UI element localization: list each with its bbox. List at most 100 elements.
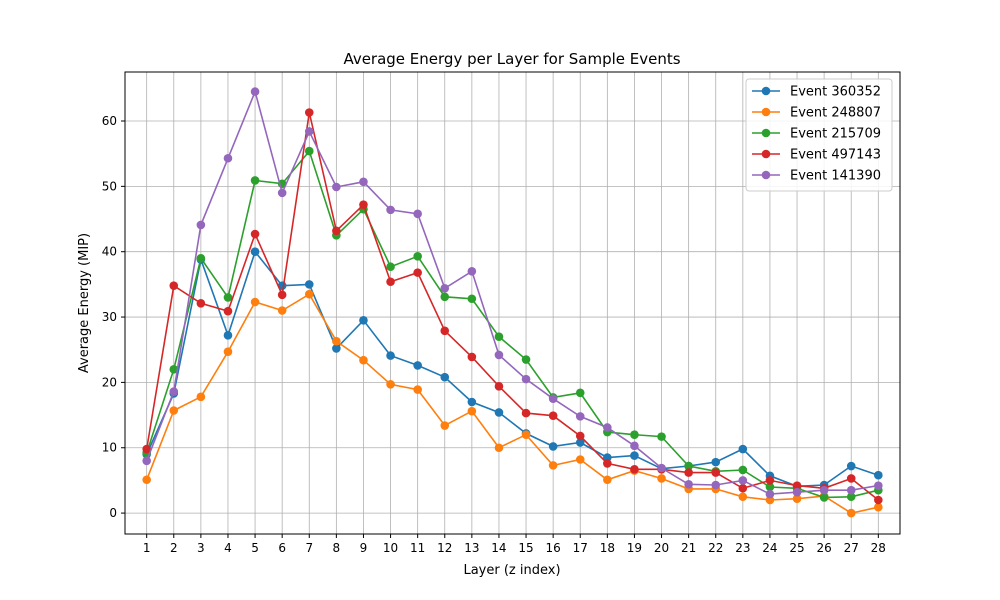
data-point xyxy=(467,294,477,304)
data-point xyxy=(277,306,287,315)
data-point xyxy=(250,87,260,96)
data-point xyxy=(874,470,883,480)
data-point xyxy=(521,374,531,384)
x-tick-label: 16 xyxy=(546,541,561,555)
series-line xyxy=(145,293,879,514)
data-point xyxy=(738,476,748,485)
series-2 xyxy=(142,289,883,518)
data-point xyxy=(359,355,368,365)
data-point xyxy=(413,361,422,370)
data-point xyxy=(738,483,748,493)
y-tick-label: 60 xyxy=(102,114,117,128)
data-point xyxy=(711,457,721,467)
x-tick-label: 18 xyxy=(600,541,615,555)
data-point xyxy=(359,177,368,187)
series-5 xyxy=(142,87,883,499)
legend-label: Event 360352 xyxy=(790,85,881,100)
legend-marker xyxy=(761,170,771,180)
data-point xyxy=(196,392,206,402)
data-point xyxy=(304,146,314,156)
data-point xyxy=(738,465,748,475)
data-point xyxy=(467,267,477,276)
legend-item: Event 141390 xyxy=(752,169,881,184)
data-point xyxy=(548,394,558,404)
data-point xyxy=(413,385,422,394)
data-point xyxy=(548,411,558,421)
data-point xyxy=(440,372,450,382)
series-3 xyxy=(142,146,883,502)
legend-box xyxy=(745,78,893,192)
x-tick-label: 11 xyxy=(410,541,425,555)
data-point xyxy=(657,432,666,441)
data-point xyxy=(494,408,504,417)
data-point xyxy=(223,347,233,356)
data-point xyxy=(250,229,260,239)
y-tick-label: 50 xyxy=(102,179,117,193)
data-point xyxy=(467,397,477,407)
data-point xyxy=(304,108,314,117)
data-point xyxy=(440,283,450,293)
legend-marker xyxy=(761,149,771,159)
data-point xyxy=(846,485,856,495)
data-point xyxy=(169,365,179,374)
legend-item: Event 215709 xyxy=(752,127,881,142)
data-point xyxy=(792,494,802,504)
data-point xyxy=(575,431,585,441)
legend-marker xyxy=(761,128,771,138)
data-point xyxy=(521,408,531,418)
data-point xyxy=(386,262,395,272)
data-point xyxy=(521,430,531,439)
x-tick-label: 21 xyxy=(681,541,696,555)
x-tick-label: 25 xyxy=(789,541,804,555)
data-point xyxy=(196,220,206,230)
data-point xyxy=(413,251,422,261)
data-point xyxy=(332,226,341,236)
data-point xyxy=(846,492,856,502)
series-1 xyxy=(142,247,883,491)
data-point xyxy=(386,351,395,360)
data-point xyxy=(359,200,368,209)
x-tick-label: 6 xyxy=(278,541,286,555)
data-point xyxy=(819,485,829,495)
data-point xyxy=(603,475,612,485)
data-point xyxy=(819,493,829,502)
data-point xyxy=(386,380,395,389)
data-point xyxy=(359,316,368,325)
data-point xyxy=(223,153,233,163)
data-point xyxy=(142,475,151,485)
data-point xyxy=(440,421,450,430)
data-point xyxy=(277,188,287,198)
legend-item: Event 360352 xyxy=(752,85,881,100)
data-point xyxy=(846,461,856,471)
data-point xyxy=(657,474,666,483)
data-point xyxy=(440,326,450,336)
data-point xyxy=(521,355,531,364)
data-point xyxy=(548,442,558,451)
data-point xyxy=(684,461,693,471)
plot-series xyxy=(142,87,883,518)
legend-marker xyxy=(761,107,771,117)
x-tick-label: 2 xyxy=(170,541,178,555)
data-point xyxy=(142,456,151,466)
data-point xyxy=(169,406,179,415)
data-point xyxy=(684,480,693,489)
data-point xyxy=(196,253,206,263)
data-point xyxy=(332,336,341,346)
data-point xyxy=(386,277,395,287)
legend-label: Event 215709 xyxy=(790,127,881,142)
data-point xyxy=(467,352,477,362)
data-point xyxy=(494,332,504,341)
series-line xyxy=(145,149,879,499)
y-axis-label: Average Energy (MIP) xyxy=(77,233,92,373)
data-point xyxy=(277,290,287,300)
x-tick-label: 8 xyxy=(333,541,341,555)
legend-item: Event 497143 xyxy=(752,148,881,163)
x-tick-label: 9 xyxy=(360,541,368,555)
data-point xyxy=(467,406,477,416)
data-point xyxy=(630,430,639,439)
data-point xyxy=(684,468,693,477)
data-point xyxy=(846,474,856,483)
data-point xyxy=(846,508,856,518)
data-point xyxy=(575,438,585,447)
